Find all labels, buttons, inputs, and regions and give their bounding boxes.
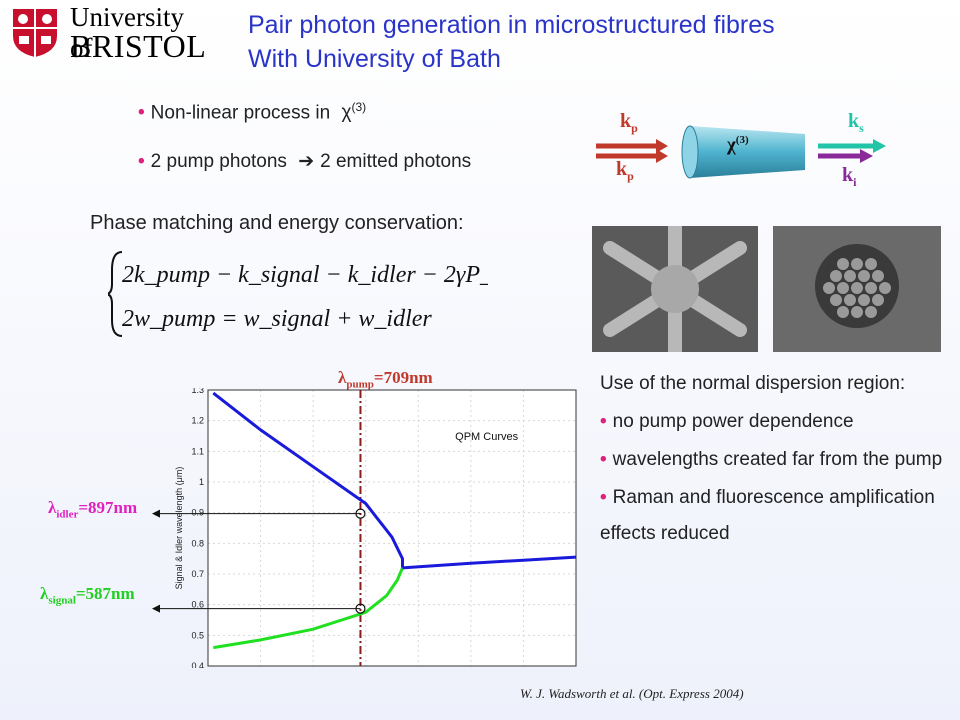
equation-1: 2k_pump − k_signal − k_idler − 2γP_p = 0 (122, 262, 488, 288)
bullet-dot: • (138, 102, 145, 124)
qpm-chart: 0.680.690.70.710.720.730.740.750.40.50.6… (152, 388, 577, 668)
series-line (402, 555, 577, 570)
chi-symbol: χ (341, 102, 352, 124)
slide-title: Pair photon generation in microstructure… (248, 8, 948, 76)
chart-layer: 0.680.690.70.710.720.730.740.750.40.50.6… (152, 388, 577, 668)
chi-text: χ (727, 134, 736, 156)
bullet-pump-photons: • 2 pump photons ➔ 2 emitted photons (138, 150, 471, 173)
data-marker (355, 508, 366, 519)
equation-system: 2k_pump − k_signal − k_idler − 2γP_p = 0… (108, 251, 488, 337)
idler-value: =897nm (78, 498, 138, 517)
dispersion-notes: Use of the normal dispersion region: • no… (600, 366, 945, 552)
pump-arrow-1 (596, 139, 668, 153)
kp-label-top: kp (620, 110, 638, 136)
reference: W. J. Wadsworth et al. (Opt. Express 200… (520, 686, 744, 701)
idler-arrow (818, 149, 873, 163)
bullet-nonlinear: • Non-linear process in χ(3) (138, 100, 366, 124)
ki-text: k (842, 164, 854, 186)
dispersion-intro: Use of the normal dispersion region: (600, 373, 906, 394)
kp-text: k (616, 158, 628, 180)
logo-line2: BRISTOL (70, 28, 207, 64)
note-2: • wavelengths created far from the pump (600, 442, 945, 478)
note-1: • no pump power dependence (600, 404, 945, 440)
y-tick-label: 0.9 (191, 508, 204, 518)
y-tick-label: 1.1 (191, 446, 204, 456)
pointer-arrowhead (152, 604, 160, 613)
fibre-photo-1 (592, 226, 758, 352)
note-2-text: wavelengths created far from the pump (612, 449, 943, 470)
title-line2: With University of Bath (248, 45, 501, 73)
series-line (212, 391, 404, 568)
chart-title: QPM Curves (455, 431, 518, 443)
crest-icon (13, 9, 57, 57)
lambda-symbol: λ (338, 368, 347, 387)
ks-sub: s (859, 121, 864, 135)
lambda-symbol: λ (48, 498, 57, 517)
fibre-photo-2 (773, 226, 941, 352)
fibre-diagram (596, 125, 886, 179)
pointer-arrowhead (152, 509, 160, 518)
ks-text: k (848, 110, 860, 132)
y-tick-label: 0.6 (191, 600, 204, 610)
lambda-symbol: λ (40, 584, 49, 603)
pump-sub: pump (346, 378, 374, 391)
pump-value: =709nm (373, 368, 433, 387)
signal-wavelength-label: λsignal=587nm (40, 584, 135, 606)
ki-sub: i (853, 175, 857, 189)
idler-wavelength-label: λidler=897nm (48, 498, 137, 520)
y-tick-label: 0.7 (191, 569, 204, 579)
plot-frame (207, 389, 577, 667)
signal-sub: signal (48, 594, 76, 607)
fibre-body (690, 126, 805, 178)
emitted-photons-text: 2 emitted photons (320, 151, 472, 172)
note-3: • Raman and fluorescence amplification ef… (600, 480, 945, 552)
y-tick-label: 1 (199, 477, 204, 487)
title-line1: Pair photon generation in microstructure… (248, 11, 775, 39)
pump-wavelength-label: λpump=709nm (338, 368, 433, 390)
fibre-end (681, 125, 699, 179)
pump-arrow-2 (596, 149, 668, 163)
fibre-chi-label: χ(3) (727, 134, 749, 156)
idler-sub: idler (56, 508, 79, 521)
chi-superscript: (3) (351, 100, 367, 114)
ki-label: ki (842, 164, 856, 190)
y-tick-label: 0.8 (191, 538, 204, 548)
note-3-text: Raman and fluorescence amplification eff… (600, 487, 935, 544)
bullet-dot: • (138, 151, 145, 172)
y-axis-label: Signal & Idler wavelength (μm) (174, 467, 184, 590)
signal-value: =587nm (75, 584, 135, 603)
signal-arrow (818, 139, 886, 153)
bullet-dot: • (600, 449, 607, 470)
kp-label-bottom: kp (616, 158, 634, 184)
y-tick-label: 0.5 (191, 630, 204, 640)
kp-text: k (620, 110, 632, 132)
nonlinear-text: Non-linear process in (150, 102, 331, 124)
data-marker (355, 603, 366, 614)
bullet-dot: • (600, 411, 607, 432)
ks-label: ks (848, 110, 864, 136)
y-tick-label: 1.2 (191, 416, 204, 426)
equation-2: 2w_pump = w_signal + w_idler (122, 306, 432, 332)
y-tick-label: 0.4 (191, 661, 204, 668)
series-line (213, 567, 404, 650)
chi-sup: (3) (735, 134, 749, 146)
bullet-dot: • (600, 487, 607, 508)
pump-photons-text: 2 pump photons (150, 151, 287, 172)
y-tick-label: 1.3 (191, 388, 204, 395)
arrow-icon: ➔ (298, 151, 315, 172)
fibre-cross-section-1 (592, 226, 758, 352)
fibre-cross-section-2 (773, 226, 941, 352)
note-1-text: no pump power dependence (612, 411, 854, 432)
university-logo: University of BRISTOL (6, 2, 206, 64)
kp-sub: p (627, 169, 634, 183)
kp-sub: p (631, 121, 638, 135)
logo-line1: University of (70, 2, 184, 63)
phase-matching-label: Phase matching and energy conservation: (90, 212, 464, 234)
